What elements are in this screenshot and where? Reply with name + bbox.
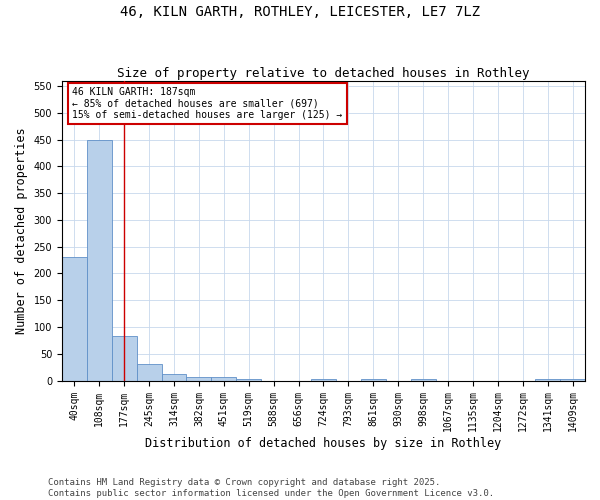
- Bar: [236, 379, 261, 380]
- Bar: [361, 379, 386, 380]
- Bar: [560, 379, 585, 380]
- Bar: [187, 377, 211, 380]
- Text: 46 KILN GARTH: 187sqm
← 85% of detached houses are smaller (697)
15% of semi-det: 46 KILN GARTH: 187sqm ← 85% of detached …: [73, 86, 343, 120]
- Title: Size of property relative to detached houses in Rothley: Size of property relative to detached ho…: [117, 66, 530, 80]
- X-axis label: Distribution of detached houses by size in Rothley: Distribution of detached houses by size …: [145, 437, 502, 450]
- Bar: [311, 379, 336, 380]
- Bar: [410, 379, 436, 380]
- Y-axis label: Number of detached properties: Number of detached properties: [15, 128, 28, 334]
- Text: Contains HM Land Registry data © Crown copyright and database right 2025.
Contai: Contains HM Land Registry data © Crown c…: [48, 478, 494, 498]
- Text: 46, KILN GARTH, ROTHLEY, LEICESTER, LE7 7LZ: 46, KILN GARTH, ROTHLEY, LEICESTER, LE7 …: [120, 5, 480, 19]
- Bar: [161, 374, 187, 380]
- Bar: [137, 364, 161, 380]
- Bar: [87, 140, 112, 380]
- Bar: [112, 336, 137, 380]
- Bar: [535, 379, 560, 380]
- Bar: [211, 377, 236, 380]
- Bar: [62, 258, 87, 380]
